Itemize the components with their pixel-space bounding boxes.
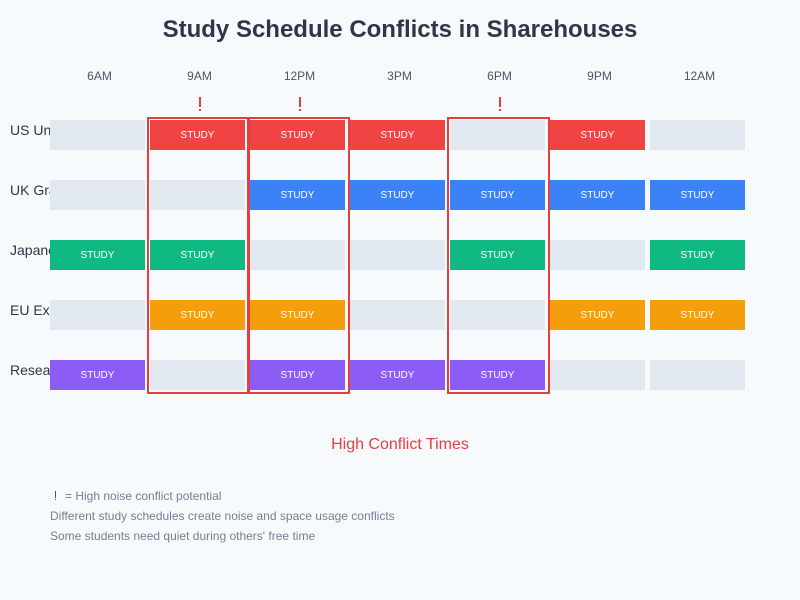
- free-block: [50, 180, 145, 210]
- resident-label: UK Grad: [10, 182, 50, 198]
- resident-label: Researcher: [10, 362, 50, 378]
- free-block: [50, 120, 145, 150]
- free-block: [150, 360, 245, 390]
- free-block: [550, 360, 645, 390]
- study-block: STUDY: [450, 240, 545, 270]
- study-block: STUDY: [550, 300, 645, 330]
- free-block: [450, 120, 545, 150]
- free-block: [550, 240, 645, 270]
- free-block: [650, 360, 745, 390]
- resident-label: EU Exchange: [10, 302, 50, 318]
- study-block: STUDY: [350, 360, 445, 390]
- study-block: STUDY: [150, 120, 245, 150]
- exclamation-icon: [199, 97, 201, 111]
- study-block: STUDY: [550, 180, 645, 210]
- free-block: [350, 300, 445, 330]
- free-block: [150, 180, 245, 210]
- study-block: STUDY: [50, 360, 145, 390]
- note-1: Different study schedules create noise a…: [50, 509, 395, 523]
- time-label: 12PM: [283, 69, 316, 83]
- note-2: Some students need quiet during others' …: [50, 529, 316, 543]
- study-block: STUDY: [450, 180, 545, 210]
- legend: = High noise conflict potential: [50, 489, 221, 503]
- row-label-clip: Researcher: [10, 360, 50, 380]
- study-block: STUDY: [650, 240, 745, 270]
- study-block: STUDY: [550, 120, 645, 150]
- study-block: STUDY: [150, 300, 245, 330]
- study-block: STUDY: [350, 180, 445, 210]
- time-label: 6PM: [487, 69, 512, 83]
- free-block: [50, 300, 145, 330]
- conflict-caption: High Conflict Times: [331, 436, 469, 453]
- study-block: STUDY: [250, 360, 345, 390]
- legend-text: = High noise conflict potential: [65, 489, 222, 503]
- study-block: STUDY: [650, 180, 745, 210]
- free-block: [450, 300, 545, 330]
- resident-label: Japanese: [10, 242, 50, 258]
- conflict-box: [447, 117, 550, 394]
- row-label-clip: Japanese: [10, 240, 50, 260]
- time-label: 12AM: [683, 69, 716, 83]
- time-label: 3PM: [387, 69, 412, 83]
- exclamation-icon: [55, 491, 57, 501]
- conflict-box: [147, 117, 250, 394]
- free-block: [350, 240, 445, 270]
- free-block: [250, 240, 345, 270]
- resident-label: US Undergrad: [10, 122, 50, 138]
- study-block: STUDY: [350, 120, 445, 150]
- study-block: STUDY: [50, 240, 145, 270]
- study-block: STUDY: [450, 360, 545, 390]
- study-block: STUDY: [150, 240, 245, 270]
- time-label: 6AM: [87, 69, 112, 83]
- conflict-box: [247, 117, 350, 394]
- study-block: STUDY: [250, 120, 345, 150]
- exclamation-icon: [499, 97, 501, 111]
- row-label-clip: US Undergrad: [10, 120, 50, 140]
- exclamation-icon: [299, 97, 301, 111]
- time-label: 9PM: [587, 69, 612, 83]
- study-block: STUDY: [250, 180, 345, 210]
- study-block: STUDY: [250, 300, 345, 330]
- study-block: STUDY: [650, 300, 745, 330]
- row-label-clip: EU Exchange: [10, 300, 50, 320]
- time-label: 9AM: [187, 69, 212, 83]
- free-block: [650, 120, 745, 150]
- row-label-clip: UK Grad: [10, 180, 50, 200]
- page-title: Study Schedule Conflicts in Sharehouses: [162, 16, 638, 43]
